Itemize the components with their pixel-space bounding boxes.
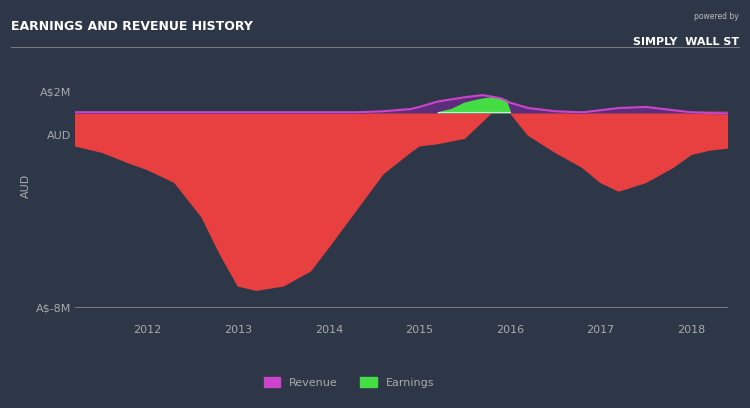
- Legend: Revenue, Earnings: Revenue, Earnings: [260, 373, 439, 392]
- Text: AUD: AUD: [21, 173, 31, 198]
- Text: SIMPLY  WALL ST: SIMPLY WALL ST: [632, 37, 739, 47]
- Text: powered by: powered by: [694, 12, 739, 21]
- Text: EARNINGS AND REVENUE HISTORY: EARNINGS AND REVENUE HISTORY: [11, 20, 253, 33]
